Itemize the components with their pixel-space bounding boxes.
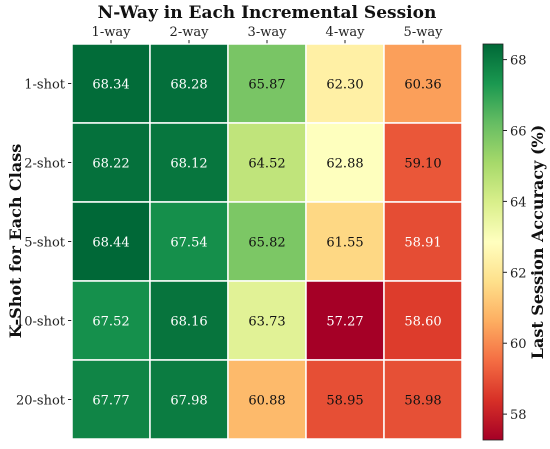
cell-value-label: 67.77 [92, 394, 129, 409]
cell-value-label: 62.30 [326, 78, 363, 93]
y-tick-label: 2-shot [24, 157, 66, 172]
cell-value-label: 58.60 [404, 315, 441, 330]
cell-value-label: 58.98 [404, 394, 441, 409]
cell-value-label: 57.27 [326, 315, 363, 330]
heatmap-cell [383, 201, 463, 282]
cell-value-label: 63.73 [248, 315, 285, 330]
cell-value-label: 60.88 [248, 394, 285, 409]
cell-value-label: 62.88 [326, 157, 363, 172]
cell-value-label: 67.54 [170, 236, 207, 251]
heatmap-cell [305, 122, 385, 203]
cell-value-label: 68.12 [170, 157, 207, 172]
heatmap-cell [383, 122, 463, 203]
cell-value-label: 68.22 [92, 157, 129, 172]
colorbar-label: Last Session Accuracy (%) [528, 125, 547, 360]
cell-value-label: 68.34 [92, 78, 129, 93]
colorbar-tick-label: 58 [510, 408, 527, 423]
heatmap-cell [71, 122, 151, 203]
cell-value-label: 59.10 [404, 157, 441, 172]
colorbar-tick-label: 60 [510, 337, 527, 352]
y-tick-label: 10-shot [16, 315, 66, 330]
cell-value-label: 60.36 [404, 78, 441, 93]
colorbar-ticks: 58 60 62 64 66 68 [503, 54, 527, 423]
heatmap-cell [305, 359, 385, 440]
y-tick-label: 20-shot [16, 394, 66, 409]
cell-value-label: 58.91 [404, 236, 441, 251]
heatmap-cell [383, 359, 463, 440]
cell-value-label: 67.52 [92, 315, 129, 330]
heatmap-cell [227, 359, 307, 440]
x-tick-label: 5-way [404, 25, 444, 40]
heatmap-cell [149, 359, 229, 440]
heatmap-cells: 68.34 68.28 65.87 62.30 60.36 68.22 68.12 64.52… [71, 43, 463, 440]
y-tick-label: 5-shot [24, 236, 66, 251]
chart-title: N-Way in Each Incremental Session [98, 3, 437, 23]
cell-value-label: 61.55 [326, 236, 363, 251]
heatmap-cell [149, 122, 229, 203]
y-tick-label: 1-shot [24, 78, 66, 93]
heatmap-cell [383, 280, 463, 361]
colorbar [482, 43, 504, 441]
heatmap-cell [305, 201, 385, 282]
cell-value-label: 64.52 [248, 157, 285, 172]
x-tick-label: 2-way [170, 25, 210, 40]
cell-value-label: 68.16 [170, 315, 207, 330]
x-tick-label: 3-way [248, 25, 288, 40]
y-axis-label: K-Shot for Each Class [6, 144, 25, 338]
cell-value-label: 68.28 [170, 78, 207, 93]
cell-value-label: 65.87 [248, 78, 285, 93]
cell-value-label: 67.98 [170, 394, 207, 409]
cell-value-label: 68.44 [92, 236, 129, 251]
x-tick-label: 4-way [326, 25, 366, 40]
cell-value-label: 58.95 [326, 394, 363, 409]
colorbar-tick-label: 64 [510, 195, 527, 210]
x-tick-labels: 1-way 2-way 3-way 4-way 5-way [92, 25, 444, 44]
colorbar-tick-label: 68 [510, 54, 527, 69]
heatmap-cell [71, 201, 151, 282]
colorbar-tick-label: 62 [510, 266, 527, 281]
cell-value-label: 65.82 [248, 236, 285, 251]
y-tick-labels: 1-shot 2-shot 5-shot 10-shot 20-shot [16, 78, 72, 409]
heatmap-cell [383, 43, 463, 124]
x-tick-label: 1-way [92, 25, 132, 40]
heatmap-cell [149, 43, 229, 124]
colorbar-tick-label: 66 [510, 125, 527, 140]
